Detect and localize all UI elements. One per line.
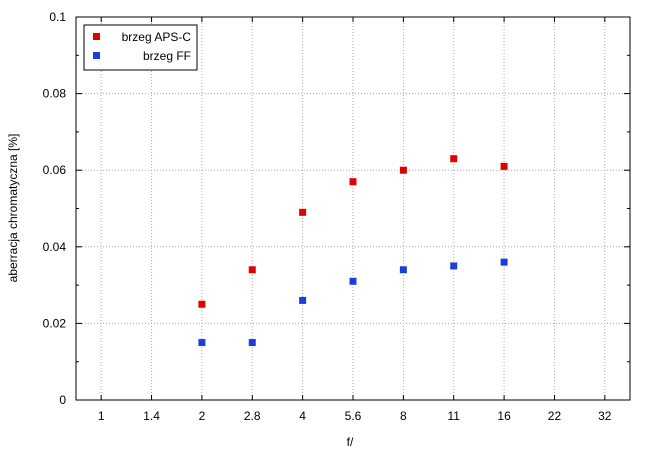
data-point-ff	[500, 258, 508, 266]
data-point-aps-c	[500, 162, 508, 170]
x-tick-label: 16	[497, 409, 511, 423]
data-point-ff	[299, 296, 307, 304]
y-axis-title: aberracja chromatyczna [%]	[6, 134, 20, 283]
x-tick-label: 4	[299, 409, 306, 423]
x-axis-title: f/	[347, 435, 354, 449]
x-tick-label: 1.4	[143, 409, 160, 423]
data-points	[198, 155, 508, 347]
x-tick-label: 22	[548, 409, 562, 423]
x-tick-label: 1	[98, 409, 105, 423]
data-point-aps-c	[399, 166, 407, 174]
y-tick-label: 0.06	[43, 163, 67, 177]
data-point-aps-c	[349, 178, 357, 186]
y-tick-label: 0.1	[49, 10, 66, 24]
x-tick-label: 5.6	[345, 409, 362, 423]
data-point-ff	[349, 277, 357, 285]
x-tick-label: 32	[598, 409, 612, 423]
grid	[76, 17, 630, 400]
data-point-ff	[198, 339, 206, 347]
x-tick-label: 2	[199, 409, 206, 423]
axis-ticks	[76, 16, 630, 401]
y-tick-label: 0.02	[43, 316, 67, 330]
data-point-ff	[399, 266, 407, 274]
tick-labels: 1 1.4 2 2.8 4 5.6 8 11 16 22 32 0 0.02 0.04 0.06 0.08 0.…	[43, 10, 612, 423]
data-point-aps-c	[198, 300, 206, 308]
x-tick-label: 8	[400, 409, 407, 423]
legend-box	[83, 24, 198, 71]
y-tick-label: 0	[59, 393, 66, 407]
legend: brzeg APS-C brzeg FF	[83, 24, 198, 71]
x-tick-label: 2.8	[244, 409, 261, 423]
x-tick-label: 11	[447, 409, 460, 423]
data-point-ff	[450, 262, 458, 270]
legend-label-ff: brzeg FF	[143, 49, 191, 63]
y-tick-label: 0.04	[43, 240, 67, 254]
data-point-ff	[248, 339, 256, 347]
legend-marker-ff	[93, 52, 100, 59]
data-point-aps-c	[299, 208, 307, 216]
data-point-aps-c	[248, 266, 256, 274]
data-point-aps-c	[450, 155, 458, 163]
legend-label-aps-c: brzeg APS-C	[122, 30, 192, 44]
y-tick-label: 0.08	[43, 87, 67, 101]
legend-marker-aps-c	[93, 33, 100, 40]
